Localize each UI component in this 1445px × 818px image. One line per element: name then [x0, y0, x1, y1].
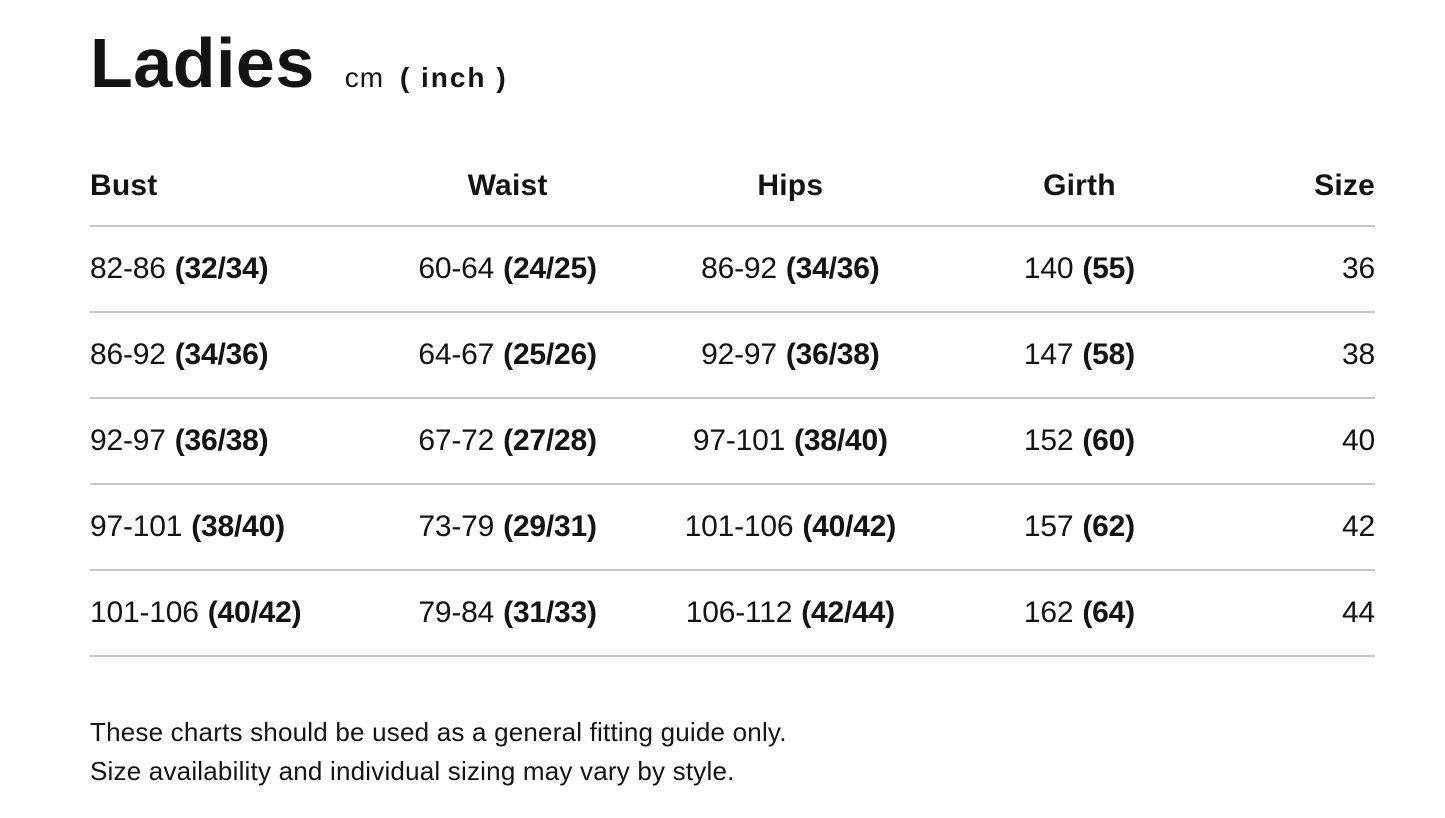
waist-cm-value: 64-67 — [418, 338, 495, 371]
cell-hips: 97-101 (38/40) — [655, 424, 925, 458]
hips-cm-value: 86-92 — [701, 252, 777, 285]
bust-inch-value: (36/38) — [174, 424, 269, 457]
cell-size: 36 — [1341, 252, 1375, 285]
cell-bust: 86-92 (34/36) — [90, 338, 360, 372]
footnote-line-1: These charts should be used as a general… — [90, 717, 787, 747]
hips-inch-value: (34/36) — [785, 252, 880, 285]
waist-inch-value: (27/28) — [503, 424, 597, 457]
waist-inch-value: (31/33) — [503, 596, 597, 629]
bust-inch-value: (32/34) — [174, 252, 269, 285]
table-header-row: Bust Waist Hips Girth Size — [90, 147, 1375, 227]
table-row: 82-86 (32/34) 60-64 (24/25) 86-92 (34/36) 1… — [90, 227, 1375, 313]
table-header-hips: Hips — [757, 169, 824, 202]
waist-cm-value: 73-79 — [418, 510, 495, 543]
unit-inch-label: ( inch ) — [399, 62, 508, 93]
size-table: Bust Waist Hips Girth Size 82-86 (32/34) … — [90, 147, 1375, 657]
cell-girth: 147 (58) — [925, 338, 1233, 372]
table-row: 97-101 (38/40) 73-79 (29/31) 101-106 (40/42… — [90, 485, 1375, 571]
cell-girth: 140 (55) — [925, 252, 1233, 286]
cell-size: 40 — [1341, 424, 1375, 457]
waist-inch-value: (25/26) — [503, 338, 597, 371]
table-header-size: Size — [1314, 169, 1375, 202]
bust-cm-value: 97-101 — [90, 510, 183, 543]
page-title: Ladies — [90, 24, 315, 102]
hips-inch-value: (38/40) — [794, 424, 888, 457]
bust-cm-value: 101-106 — [90, 596, 199, 629]
hips-cm-value: 97-101 — [692, 424, 786, 457]
girth-cm-value: 147 — [1023, 338, 1074, 371]
girth-cm-value: 162 — [1023, 596, 1074, 629]
cell-bust: 92-97 (36/38) — [90, 424, 360, 458]
table-row: 101-106 (40/42) 79-84 (31/33) 106-112 (42/4… — [90, 571, 1375, 657]
cell-hips: 86-92 (34/36) — [655, 252, 925, 286]
girth-inch-value: (62) — [1082, 510, 1135, 543]
cell-hips: 101-106 (40/42) — [655, 510, 925, 544]
waist-inch-value: (24/25) — [503, 252, 597, 285]
footnote: These charts should be used as a general… — [90, 713, 1375, 791]
girth-inch-value: (64) — [1082, 596, 1135, 629]
cell-size: 38 — [1341, 338, 1375, 371]
hips-inch-value: (40/42) — [802, 510, 896, 543]
girth-cm-value: 157 — [1023, 510, 1074, 543]
bust-cm-value: 92-97 — [90, 424, 166, 457]
cell-waist: 64-67 (25/26) — [360, 338, 656, 372]
cell-hips: 106-112 (42/44) — [655, 596, 925, 630]
cell-waist: 79-84 (31/33) — [360, 596, 656, 630]
table-row: 92-97 (36/38) 67-72 (27/28) 97-101 (38/40) … — [90, 399, 1375, 485]
bust-cm-value: 86-92 — [90, 338, 166, 371]
page-header: Ladies cm ( inch ) — [90, 26, 1375, 100]
hips-inch-value: (42/44) — [801, 596, 895, 629]
unit-cm-label: cm — [344, 62, 385, 93]
girth-inch-value: (55) — [1082, 252, 1135, 285]
cell-girth: 162 (64) — [925, 596, 1233, 630]
cell-waist: 67-72 (27/28) — [360, 424, 656, 458]
girth-cm-value: 152 — [1023, 424, 1074, 457]
hips-inch-value: (36/38) — [785, 338, 880, 371]
table-header-girth: Girth — [1043, 169, 1116, 202]
cell-waist: 73-79 (29/31) — [360, 510, 656, 544]
table-row: 86-92 (34/36) 64-67 (25/26) 92-97 (36/38) 1… — [90, 313, 1375, 399]
cell-bust: 101-106 (40/42) — [90, 596, 360, 630]
cell-girth: 157 (62) — [925, 510, 1233, 544]
waist-inch-value: (29/31) — [503, 510, 597, 543]
bust-inch-value: (38/40) — [191, 510, 285, 543]
waist-cm-value: 60-64 — [418, 252, 495, 285]
footnote-line-2: Size availability and individual sizing … — [90, 756, 735, 786]
unit-label: cm ( inch ) — [345, 62, 508, 94]
girth-inch-value: (60) — [1082, 424, 1135, 457]
girth-cm-value: 140 — [1023, 252, 1074, 285]
bust-cm-value: 82-86 — [90, 252, 166, 285]
bust-inch-value: (40/42) — [207, 596, 302, 629]
cell-size: 42 — [1341, 510, 1375, 543]
cell-bust: 97-101 (38/40) — [90, 510, 360, 544]
bust-inch-value: (34/36) — [174, 338, 269, 371]
waist-cm-value: 79-84 — [418, 596, 495, 629]
cell-hips: 92-97 (36/38) — [655, 338, 925, 372]
girth-inch-value: (58) — [1082, 338, 1135, 371]
hips-cm-value: 106-112 — [685, 596, 793, 629]
cell-girth: 152 (60) — [925, 424, 1233, 458]
table-header-waist: Waist — [467, 169, 548, 202]
waist-cm-value: 67-72 — [418, 424, 495, 457]
cell-waist: 60-64 (24/25) — [360, 252, 656, 286]
hips-cm-value: 101-106 — [684, 510, 794, 543]
cell-bust: 82-86 (32/34) — [90, 252, 360, 286]
hips-cm-value: 92-97 — [701, 338, 777, 371]
cell-size: 44 — [1341, 596, 1375, 629]
table-header-bust: Bust — [90, 169, 158, 202]
